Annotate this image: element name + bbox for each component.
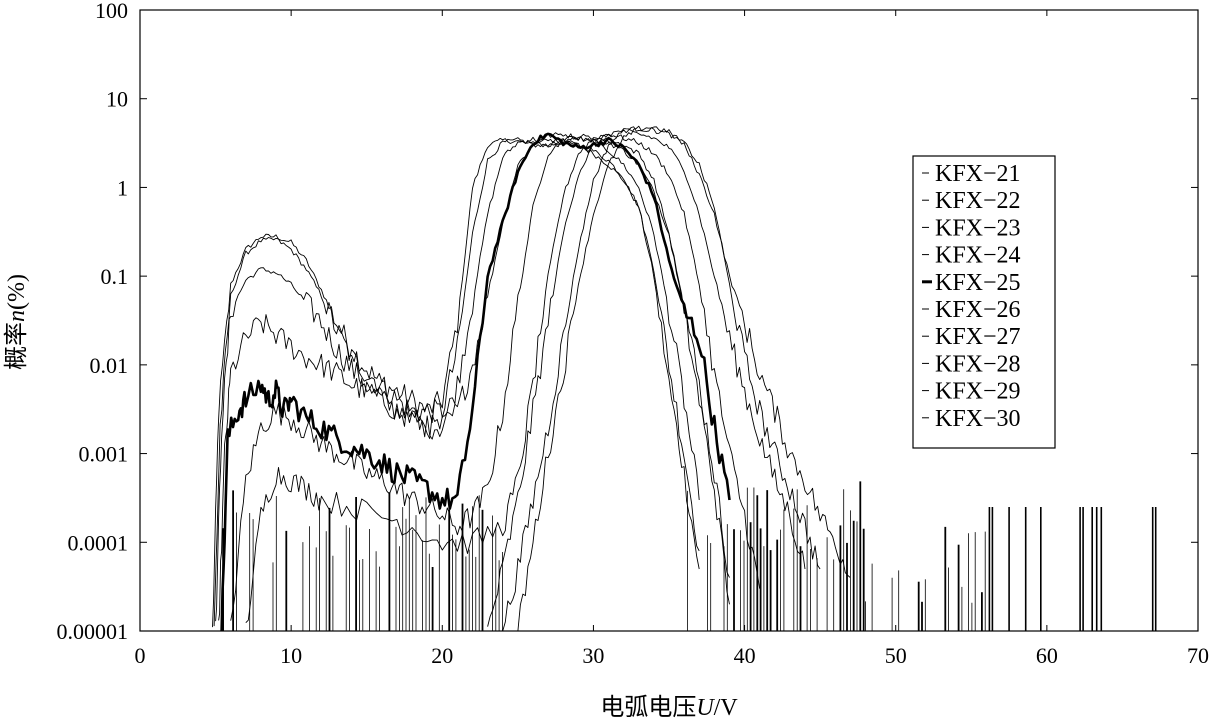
y-tick-label: 0.001 (79, 442, 129, 467)
noise-spikes (222, 481, 1157, 631)
series-line (487, 128, 806, 627)
legend-label: KFX−21 (935, 161, 1021, 187)
x-tick-label: 60 (1036, 643, 1058, 668)
series-line (220, 132, 731, 632)
tick-labels: 0 10 20 30 40 50 60 70 100 10 1 0.1 0.01 0.001 0.0001 0… (57, 0, 1210, 668)
legend-label: KFX−28 (935, 351, 1021, 377)
y-axis-label-var: n (4, 310, 30, 322)
x-tick-label: 30 (582, 643, 604, 668)
series-line (218, 132, 730, 621)
legend-label: KFX−26 (935, 297, 1021, 323)
series-line (517, 125, 851, 632)
y-tick-label: 0.0001 (68, 530, 129, 555)
x-tick-label: 40 (734, 643, 756, 668)
axis-ticks (139, 9, 1199, 632)
legend-label: KFX−23 (935, 215, 1021, 241)
y-tick-label: 100 (95, 0, 128, 23)
y-tick-label: 0.00001 (57, 619, 129, 644)
x-axis-label-unit: /V (714, 695, 739, 721)
y-axis-label-main: 概率 (2, 322, 30, 370)
series-line (215, 136, 700, 622)
legend-box (912, 155, 1056, 449)
x-tick-label: 0 (135, 643, 146, 668)
legend-label: KFX−29 (935, 379, 1021, 405)
y-tick-label: 0.1 (101, 264, 129, 289)
series-line (230, 133, 730, 621)
legend-items: KFX−21KFX−22KFX−23KFX−24KFX−25KFX−26KFX−… (922, 161, 1021, 432)
y-tick-label: 1 (117, 175, 128, 200)
legend-label: KFX−30 (935, 406, 1021, 432)
series-line (502, 126, 821, 632)
x-tick-label: 70 (1187, 643, 1209, 668)
x-axis-label-var: U (696, 695, 715, 721)
x-tick-label: 10 (280, 643, 302, 668)
x-axis-label-main: 电弧电压 (600, 693, 696, 721)
x-tick-label: 20 (431, 643, 453, 668)
x-tick-label: 50 (885, 643, 907, 668)
legend-label: KFX−22 (935, 188, 1021, 214)
series-lines (212, 125, 851, 632)
legend-label: KFX−25 (935, 270, 1021, 296)
legend-label: KFX−24 (935, 243, 1021, 269)
y-axis-label-unit: (%) (4, 274, 30, 310)
plot-frame (139, 9, 1199, 632)
y-tick-label: 10 (106, 87, 128, 112)
series-line (213, 137, 700, 627)
y-tick-label: 0.01 (90, 353, 129, 378)
series-line (245, 133, 761, 624)
x-axis-label: 电弧电压U/V (600, 693, 738, 721)
legend: KFX−21KFX−22KFX−23KFX−24KFX−25KFX−26KFX−… (912, 155, 1056, 449)
legend-label: KFX−27 (935, 324, 1021, 350)
y-axis-label: 概率n(%) (2, 274, 30, 370)
